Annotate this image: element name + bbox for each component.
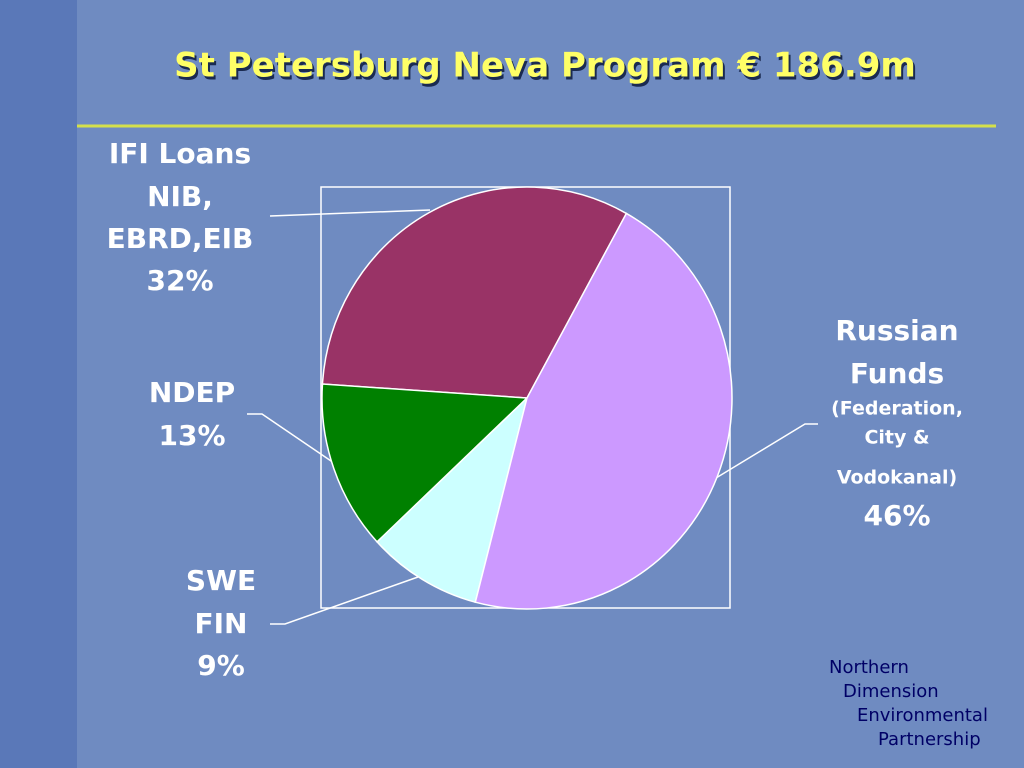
leader-line [269, 209, 431, 217]
labels: IFI Loans NIB, EBRD,EIB 32% NDEP 13% SWE FIN 9% R… [107, 137, 963, 682]
value-label: 9% [197, 649, 245, 682]
category-label: Funds [850, 357, 944, 390]
leader-line [270, 576, 419, 625]
category-label: (Federation, [831, 398, 963, 420]
value-label: 46% [863, 499, 930, 532]
category-label: Vodokanal) [837, 467, 957, 489]
pie-slice [321, 186, 628, 399]
category-label: IFI Loans [109, 137, 251, 170]
category-label: NIB, [147, 180, 213, 213]
footer-text: Environmental [857, 705, 988, 726]
pie-slice [321, 383, 529, 543]
value-label: 32% [146, 264, 213, 297]
value-label: 13% [158, 419, 225, 452]
leader-line [247, 413, 335, 464]
pie-slice [474, 212, 733, 610]
footer-text: Partnership [878, 729, 981, 750]
title-shadow: St Petersburg Neva Program € 186.9m [176, 49, 918, 89]
chart-title: St Petersburg Neva Program € 186.9m [174, 46, 916, 86]
leader-lines [247, 209, 818, 625]
pie [321, 186, 733, 610]
category-label: Russian [835, 314, 958, 347]
leader-line [715, 423, 818, 479]
footer-text: Dimension [843, 681, 939, 702]
category-label: SWE [186, 564, 256, 597]
category-label: EBRD,EIB [107, 222, 254, 255]
side-strip [0, 0, 77, 768]
category-label: City & [864, 427, 929, 449]
category-label: NDEP [149, 376, 235, 409]
category-label: FIN [195, 607, 248, 640]
pie-slice [376, 395, 529, 604]
footer-text: Northern [829, 657, 909, 678]
